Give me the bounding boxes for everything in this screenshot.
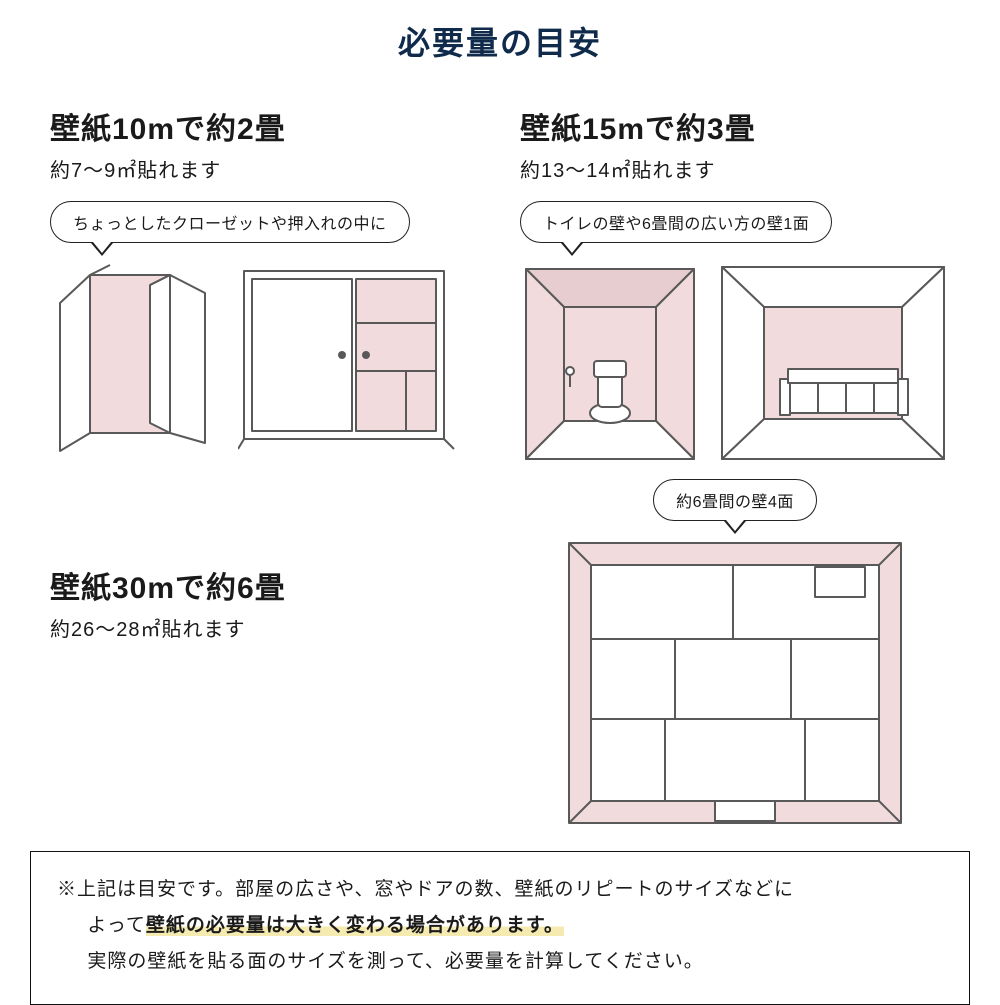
section-30m-speech: 約6畳間の壁4面 [653, 479, 817, 521]
closet-open-icon [50, 263, 220, 453]
section-15m-sub: 約13〜14㎡貼れます [520, 154, 950, 183]
section-30m-sub: 約26〜28㎡貼れます [50, 613, 480, 642]
note-line-1: ※上記は目安です。部屋の広さや、窓やドアの数、壁紙のリピートのサイズなどに [57, 872, 943, 908]
section-10m-sub: 約7〜9㎡貼れます [50, 154, 480, 183]
note-line-2: よって壁紙の必要量は大きく変わる場合があります。 [57, 908, 943, 944]
section-30m: 壁紙30mで約6畳 約26〜28㎡貼れます [50, 473, 480, 829]
section-10m-title: 壁紙10mで約2畳 [50, 104, 480, 148]
section-10m-speech: ちょっとしたクローゼットや押入れの中に [50, 201, 410, 243]
section-15m-title: 壁紙15mで約3畳 [520, 104, 950, 148]
living-room-icon [718, 263, 948, 463]
section-30m-title: 壁紙30mで約6畳 [50, 563, 480, 607]
page-title: 必要量の目安 [0, 0, 1000, 64]
toilet-room-icon [520, 263, 700, 463]
section-15m: 壁紙15mで約3畳 約13〜14㎡貼れます トイレの壁や6畳間の広い方の壁1面 [520, 104, 950, 463]
note-box: ※上記は目安です。部屋の広さや、窓やドアの数、壁紙のリピートのサイズなどに よっ… [30, 851, 970, 1005]
closet-sliding-icon [238, 263, 458, 453]
note-line-2-pre: よって [87, 915, 145, 936]
floorplan-6tatami-icon [565, 539, 905, 829]
section-30m-illustration: 約6畳間の壁4面 [520, 473, 950, 829]
content-grid: 壁紙10mで約2畳 約7〜9㎡貼れます ちょっとしたクローゼットや押入れの中に [0, 64, 1000, 829]
note-line-3: 実際の壁紙を貼る面のサイズを測って、必要量を計算してください。 [57, 944, 943, 980]
section-15m-speech: トイレの壁や6畳間の広い方の壁1面 [520, 201, 832, 243]
section-10m: 壁紙10mで約2畳 約7〜9㎡貼れます ちょっとしたクローゼットや押入れの中に [50, 104, 480, 463]
note-highlight: 壁紙の必要量は大きく変わる場合があります。 [146, 915, 564, 936]
